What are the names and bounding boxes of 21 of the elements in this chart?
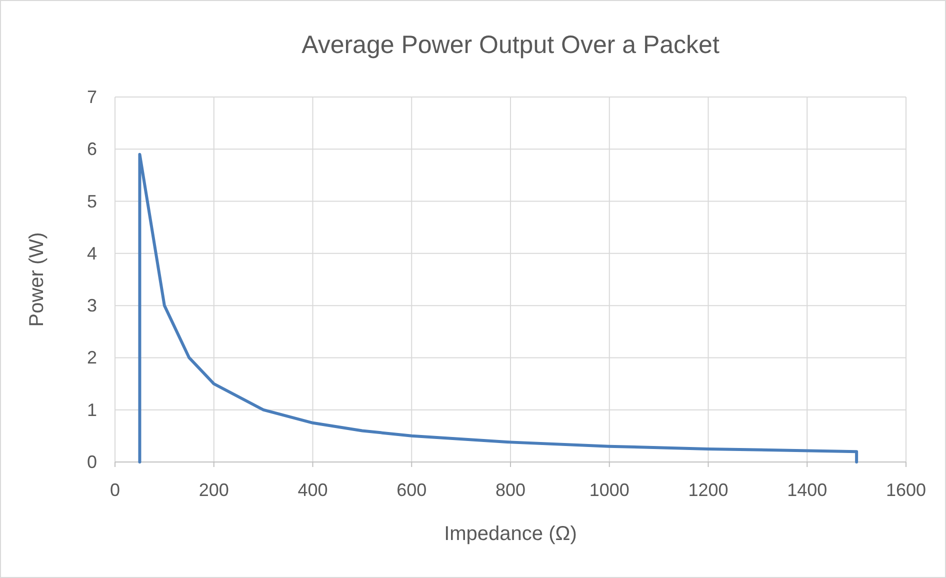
x-tick-label: 1000 [589,480,630,500]
y-axis-title: Power (W) [26,232,48,327]
y-tick-label: 6 [86,139,97,160]
y-tick-label: 5 [86,191,97,212]
x-tick-label: 800 [495,480,526,500]
x-tick-label: 1400 [787,480,828,500]
x-axis-title: Impedance (Ω) [444,523,577,545]
x-tick-label: 0 [110,480,120,500]
x-tick-label: 400 [298,480,328,500]
y-tick-label: 3 [86,296,97,316]
line-series [138,152,858,464]
x-tick-label: 1200 [688,480,728,500]
y-tick-label: 0 [86,452,97,472]
x-tick-label: 1600 [886,480,926,500]
x-tick-label: 200 [198,480,229,500]
chart-title: Average Power Output Over a Packet [302,31,720,59]
x-tick-label: 600 [396,480,427,500]
y-tick-label: 2 [86,348,97,368]
y-tick-label: 4 [86,243,97,264]
y-tick-label: 1 [86,400,97,420]
y-tick-label: 7 [86,87,97,107]
